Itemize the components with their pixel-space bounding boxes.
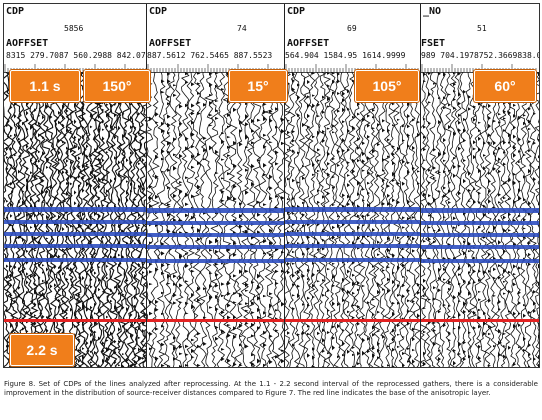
blue-horizon-line: [285, 258, 420, 262]
blue-horizon-line: [421, 259, 539, 263]
cdp-panel-4: _NO 51 FSET 989 704.1978752.3669838.0: [421, 4, 539, 367]
red-horizon-line: [4, 319, 146, 322]
blue-horizon-line: [421, 208, 539, 213]
offset-values: 564.904 1584.95 1614.9999: [285, 51, 406, 60]
angle-tag-panel-2: 15°: [229, 70, 287, 102]
cdp-panel-1: CDP 5856 AOFFSET 8315 279.7087 560.2988 …: [4, 4, 147, 367]
angle-tag-panel-4: 60°: [474, 70, 536, 102]
cdp-panel-3: CDP 69 AOFFSET 564.904 1584.95 1614.9999: [285, 4, 421, 367]
blue-horizon-line: [285, 244, 420, 248]
panel-header: CDP 5856 AOFFSET 8315 279.7087 560.2988 …: [4, 4, 146, 73]
blue-horizon-line: [147, 208, 284, 213]
header-label: _NO: [423, 6, 442, 17]
cdp-value: 74: [237, 24, 247, 33]
offset-label: AOFFSET: [149, 38, 192, 49]
offset-values: 989 704.1978752.3669838.0: [421, 51, 539, 60]
cdp-value: 69: [347, 24, 357, 33]
blue-horizon-line: [285, 232, 420, 236]
seismic-traces: [421, 72, 539, 367]
wiggle-traces: [4, 72, 146, 367]
blue-horizon-line: [285, 207, 420, 212]
blue-horizon-line: [147, 259, 284, 263]
blue-horizon-line: [4, 258, 146, 262]
blue-horizon-line: [4, 244, 146, 248]
seismic-traces: [4, 72, 146, 367]
offset-label: AOFFSET: [287, 38, 330, 49]
blue-horizon-line: [147, 233, 284, 237]
blue-horizon-line: [4, 220, 146, 224]
offset-label: FSET: [421, 38, 446, 49]
header-label: CDP: [287, 6, 306, 17]
wiggle-traces: [285, 72, 420, 367]
header-label: CDP: [149, 6, 168, 17]
blue-horizon-line: [147, 245, 284, 249]
blue-horizon-line: [4, 207, 146, 212]
red-horizon-line: [421, 319, 539, 322]
blue-horizon-line: [147, 221, 284, 225]
red-horizon-line: [147, 319, 284, 322]
cdp-value: 5856: [64, 24, 84, 33]
blue-horizon-line: [421, 233, 539, 237]
blue-horizon-line: [421, 221, 539, 225]
trace-peaks: [149, 72, 284, 367]
seismic-figure: CDP 5856 AOFFSET 8315 279.7087 560.2988 …: [3, 3, 540, 368]
angle-tag-panel-1: 150°: [84, 70, 150, 102]
offset-label: AOFFSET: [6, 38, 49, 49]
red-horizon-line: [285, 319, 420, 322]
wiggle-traces: [147, 72, 284, 367]
time-tag-start: 1.1 s: [10, 70, 80, 102]
offset-values: 8315 279.7087 560.2988 842.077: [6, 51, 147, 60]
panel-header: _NO 51 FSET 989 704.1978752.3669838.0: [421, 4, 539, 73]
cdp-panel-2: CDP 74 AOFFSET 887.5612 762.5465 887.552…: [147, 4, 285, 367]
figure-caption: Figure 8. Set of CDPs of the lines analy…: [4, 380, 538, 397]
panel-header: CDP 74 AOFFSET 887.5612 762.5465 887.552…: [147, 4, 284, 73]
offset-values: 887.5612 762.5465 887.5523: [147, 51, 273, 60]
panel-header: CDP 69 AOFFSET 564.904 1584.95 1614.9999: [285, 4, 420, 73]
blue-horizon-line: [285, 220, 420, 224]
angle-tag-panel-3: 105°: [355, 70, 419, 102]
cdp-value: 51: [477, 24, 487, 33]
blue-horizon-line: [421, 245, 539, 249]
blue-horizon-line: [4, 232, 146, 236]
time-tag-end: 2.2 s: [10, 334, 74, 366]
wiggle-traces: [421, 72, 539, 367]
header-label: CDP: [6, 6, 25, 17]
